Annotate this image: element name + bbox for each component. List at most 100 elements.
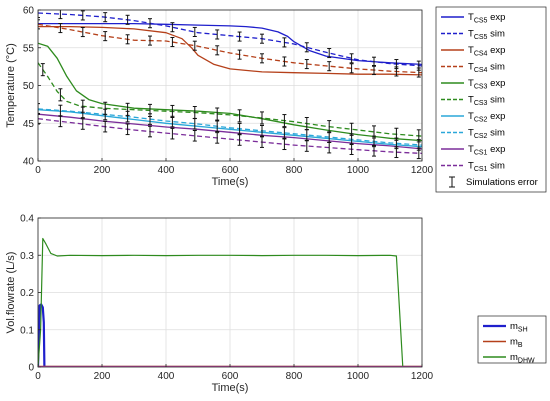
legend-subscript: CS4 [474, 67, 488, 74]
legend-subscript: CS5 [474, 34, 488, 41]
x-tick-label: 400 [158, 371, 175, 382]
legend-suffix: sim [487, 161, 505, 172]
series-line-tcs3-exp [38, 42, 422, 142]
legend-suffix: sim [487, 128, 505, 139]
y-tick-label: 45 [23, 119, 35, 130]
series-line-tcs5-sim [38, 12, 422, 67]
legend-label-mb: mB [510, 337, 523, 350]
y-tick-label: 0.2 [20, 288, 34, 299]
flowrate-plot: 0 200 400 600 800 1000 1200 0 0.1 0.2 0.3 0.4 Time(s… [5, 214, 547, 394]
y-tick-label: 0.1 [20, 325, 34, 336]
legend-base: T [468, 95, 474, 106]
x-tick-label: 400 [158, 165, 175, 176]
series-line-tcs4-exp [38, 25, 422, 76]
x-tick-label: 1200 [411, 165, 434, 176]
x-tick-label: 200 [94, 371, 111, 382]
legend-subscript: CS5 [474, 18, 488, 25]
legend-label-tcs5-sim: TCS5 sim [468, 29, 505, 42]
legend-base: T [468, 161, 474, 172]
error-bars-tcs1-sim [38, 112, 421, 160]
legend-base: T [468, 62, 474, 73]
x-tick-label: 600 [222, 371, 239, 382]
legend-subscript: CS4 [474, 51, 488, 58]
x-tick-label: 200 [94, 165, 111, 176]
legend-base: m [510, 321, 518, 332]
legend-base: T [468, 12, 474, 23]
legend-label-tcs2-exp: TCS2 exp [468, 111, 505, 124]
legend-suffix: exp [487, 111, 505, 122]
y-tick-label: 0 [28, 363, 34, 374]
series-line-tcs3-sim [38, 62, 422, 137]
y-tick-label: 0.4 [20, 214, 34, 225]
legend-label-tcs5-exp: TCS5 exp [468, 12, 505, 25]
legend-subscript: CS2 [474, 117, 488, 124]
y-axis-label: Temperature (°C) [5, 43, 17, 127]
ticks: 0 200 400 600 800 1000 1200 40 45 50 55 60 [23, 6, 434, 177]
legend-subscript: CS2 [474, 133, 488, 140]
x-axis-label: Time(s) [212, 382, 249, 394]
x-tick-label: 1000 [347, 371, 370, 382]
y-tick-label: 60 [23, 6, 35, 17]
x-tick-label: 0 [35, 165, 41, 176]
legend-suffix: exp [487, 45, 505, 56]
x-tick-label: 800 [286, 165, 303, 176]
legend-suffix: exp [487, 144, 505, 155]
legend-label-mdhw: mDHW [510, 352, 535, 365]
x-tick-label: 0 [35, 371, 41, 382]
legend-suffix: sim [487, 29, 505, 40]
y-tick-label: 55 [23, 43, 35, 54]
series-line-tcs2-sim [38, 108, 422, 146]
series-layer [38, 10, 422, 160]
legend-base: T [468, 29, 474, 40]
legend-base: T [468, 128, 474, 139]
legend-label-tcs2-sim: TCS2 sim [468, 128, 505, 141]
legend-label-tcs1-exp: TCS1 exp [468, 144, 505, 157]
x-axis-label: Time(s) [212, 176, 249, 188]
series-line-mdhw [38, 237, 422, 367]
x-tick-label: 600 [222, 165, 239, 176]
legend-suffix: sim [487, 62, 505, 73]
legend-box [477, 315, 547, 364]
y-tick-label: 0.3 [20, 251, 34, 262]
legend-label-tcs4-exp: TCS4 exp [468, 45, 505, 58]
legend-label-msh: mSH [510, 321, 528, 334]
series-line-tcs1-exp [38, 113, 422, 150]
legend-subscript: SH [518, 327, 528, 334]
x-tick-label: 1000 [347, 165, 370, 176]
y-axis-label: Vol.flowrate (L/s) [5, 252, 17, 334]
series-line-msh [38, 303, 422, 367]
legend-subscript: CS1 [474, 150, 488, 157]
temperature-plot: 0 200 400 600 800 1000 1200 40 45 50 55 60 Time(s) Te… [5, 6, 547, 193]
series-line-tcs5-exp [38, 22, 422, 66]
series-line-tcs1-sim [38, 118, 422, 155]
legend-base: m [510, 352, 518, 363]
legend-base: T [468, 45, 474, 56]
ticks: 0 200 400 600 800 1000 1200 0 0.1 0.2 0.3 0.4 [20, 214, 433, 383]
error-bars-tcs4-sim [38, 19, 421, 78]
legend-subscript: CS3 [474, 84, 488, 91]
legend-base: T [468, 144, 474, 155]
legend-subscript: B [518, 342, 523, 349]
legend-label-tcs1-sim: TCS1 sim [468, 161, 505, 174]
legend-label-tcs3-exp: TCS3 exp [468, 78, 505, 91]
legend-suffix: exp [487, 78, 505, 89]
y-tick-label: 50 [23, 81, 35, 92]
x-tick-label: 800 [286, 371, 303, 382]
legend-label-simulations-error: Simulations error [466, 177, 538, 188]
series-line-tcs2-exp [38, 109, 422, 148]
legend-base: T [468, 78, 474, 89]
error-bars-tcs3-sim [40, 63, 421, 143]
legend-subscript: CS1 [474, 166, 488, 173]
legend-label-tcs3-sim: TCS3 sim [468, 95, 505, 108]
legend-suffix: sim [487, 95, 505, 106]
legend-label-tcs4-sim: TCS4 sim [468, 62, 505, 75]
legend-subscript: DHW [518, 358, 535, 365]
legend-base: m [510, 337, 518, 348]
y-tick-label: 40 [23, 157, 35, 168]
error-bars-tcs2-sim [38, 103, 421, 151]
legend-base: T [468, 111, 474, 122]
x-tick-label: 1200 [411, 371, 434, 382]
